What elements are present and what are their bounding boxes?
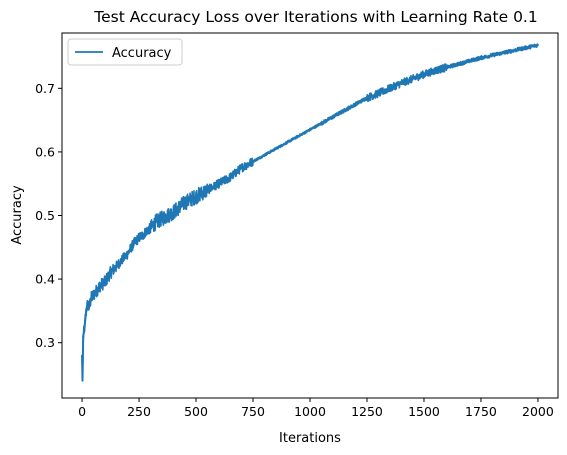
- data-point: [297, 135, 300, 137]
- data-point: [84, 316, 87, 319]
- data-point: [275, 147, 277, 150]
- data-point: [83, 329, 86, 331]
- data-point: [423, 73, 425, 76]
- legend-box: [67, 38, 183, 66]
- x-tick-label: 500: [184, 404, 208, 419]
- y-tick-label: 0.7: [35, 81, 55, 96]
- x-tick-label: 1500: [408, 404, 440, 419]
- data-point: [377, 92, 380, 95]
- data-point: [145, 230, 147, 233]
- data-point: [218, 182, 220, 185]
- y-axis: 0.3 0.4 0.5 0.6 0.7: [35, 81, 62, 350]
- chart-title: Test Accuracy Loss over Iterations with …: [93, 8, 537, 26]
- data-point: [366, 97, 368, 99]
- data-point: [343, 109, 345, 112]
- x-axis: 0 250 500 750 1000 1250 1500 1750 2000: [78, 398, 554, 419]
- data-point: [309, 128, 311, 131]
- data-point: [99, 284, 102, 287]
- data-point: [90, 297, 92, 299]
- axes-frame: [61, 32, 559, 399]
- data-point: [81, 354, 83, 357]
- data-point: [525, 46, 528, 49]
- x-tick-label: 1250: [351, 404, 383, 419]
- data-point: [445, 66, 448, 69]
- data-point: [502, 51, 505, 54]
- data-point: [537, 44, 539, 46]
- data-point: [88, 306, 90, 309]
- y-tick-label: 0.5: [35, 208, 55, 223]
- x-tick-label: 750: [241, 404, 265, 419]
- data-point: [121, 259, 123, 261]
- data-point: [126, 252, 129, 255]
- data-point: [388, 87, 391, 90]
- data-point: [320, 122, 323, 125]
- data-point: [94, 291, 97, 293]
- data-point: [142, 233, 145, 236]
- data-point: [149, 227, 152, 230]
- data-point: [115, 265, 118, 268]
- legend: Accuracy: [67, 38, 183, 66]
- data-point: [81, 380, 84, 382]
- data-point: [286, 141, 289, 144]
- y-tick-label: 0.6: [35, 144, 55, 159]
- y-tick-label: 0.4: [35, 272, 55, 287]
- data-point: [166, 214, 169, 217]
- data-point: [155, 221, 157, 223]
- accuracy-trend: [81, 44, 539, 381]
- data-point: [206, 189, 209, 191]
- plot-area: [81, 43, 539, 382]
- data-point: [195, 195, 197, 198]
- data-point: [138, 236, 140, 239]
- data-point: [132, 243, 135, 245]
- x-tick-label: 2000: [522, 404, 554, 419]
- data-point: [172, 211, 175, 214]
- data-point: [104, 281, 106, 284]
- data-point: [183, 201, 186, 204]
- data-point: [109, 271, 112, 274]
- data-point: [331, 116, 334, 118]
- x-tick-label: 1750: [465, 404, 497, 419]
- data-point: [92, 294, 95, 296]
- data-point: [263, 154, 266, 156]
- data-point: [229, 176, 232, 179]
- data-point: [491, 54, 494, 57]
- data-point: [457, 63, 459, 65]
- data-point: [480, 57, 482, 59]
- x-tick-label: 250: [127, 404, 151, 419]
- data-point: [161, 217, 163, 220]
- y-axis-label: Accuracy: [10, 185, 25, 245]
- data-point: [240, 167, 243, 169]
- data-point: [434, 69, 437, 72]
- accuracy-line: [81, 43, 539, 382]
- data-point: [514, 49, 516, 51]
- data-point: [400, 82, 402, 85]
- data-point: [82, 335, 84, 338]
- data-point: [468, 60, 471, 62]
- data-point: [86, 303, 89, 306]
- y-tick-label: 0.3: [35, 335, 55, 350]
- x-axis-label: Iterations: [279, 431, 341, 446]
- x-tick-label: 1000: [294, 404, 326, 419]
- data-point: [354, 103, 357, 106]
- data-point: [252, 160, 254, 163]
- x-tick-label: 0: [78, 404, 86, 419]
- legend-label: Accuracy: [112, 46, 172, 61]
- data-point: [85, 306, 88, 309]
- data-point: [411, 77, 414, 80]
